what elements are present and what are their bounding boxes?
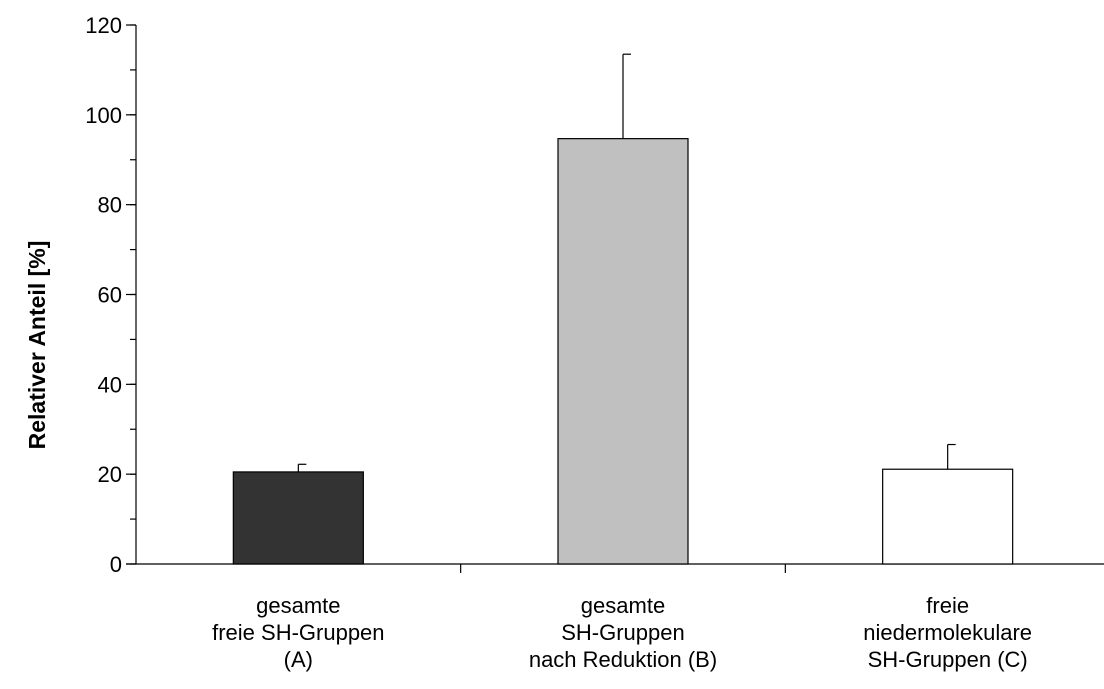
category-label-line: SH-Gruppen bbox=[561, 620, 685, 645]
category-label-line: SH-Gruppen (C) bbox=[868, 647, 1028, 672]
x-axis bbox=[126, 563, 1104, 573]
bar-a bbox=[232, 471, 364, 565]
category-label-line: freie SH-Gruppen bbox=[212, 620, 384, 645]
y-axis: 0 20 40 60 80 100 120 bbox=[85, 13, 137, 577]
bar-b bbox=[557, 138, 689, 565]
category-label-line: nach Reduktion (B) bbox=[529, 647, 717, 672]
y-tick-label: 60 bbox=[98, 283, 122, 308]
category-label-line: freie bbox=[926, 593, 969, 618]
y-tick-label: 100 bbox=[85, 103, 122, 128]
category-label: freie niedermolekulare SH-Gruppen (C) bbox=[863, 593, 1032, 672]
category-label-line: gesamte bbox=[581, 593, 665, 618]
bars bbox=[232, 138, 1014, 565]
category-label: gesamte freie SH-Gruppen (A) bbox=[212, 593, 384, 672]
y-axis-title: Relativer Anteil [%] bbox=[24, 241, 50, 450]
category-label-line: niedermolekulare bbox=[863, 620, 1032, 645]
y-tick-label: 0 bbox=[110, 552, 122, 577]
bar-c bbox=[882, 468, 1014, 565]
category-labels: gesamte freie SH-Gruppen (A)gesamte SH-Grup… bbox=[212, 593, 1032, 672]
y-tick-label: 40 bbox=[98, 372, 122, 397]
category-label-line: gesamte bbox=[256, 593, 340, 618]
category-label-line: (A) bbox=[284, 647, 313, 672]
category-label: gesamte SH-Gruppen nach Reduktion (B) bbox=[529, 593, 717, 672]
error-bars bbox=[297, 53, 956, 472]
y-tick-label: 20 bbox=[98, 462, 122, 487]
y-tick-label: 80 bbox=[98, 193, 122, 218]
y-tick-label: 120 bbox=[85, 13, 122, 38]
